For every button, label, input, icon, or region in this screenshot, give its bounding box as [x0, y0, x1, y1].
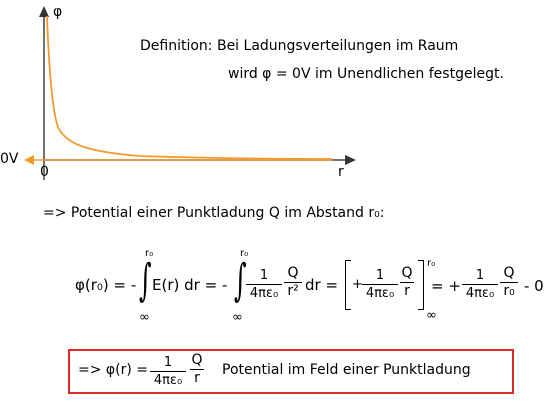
int2-frac-den: 4πε₀ — [249, 286, 279, 301]
origin-label: 0 — [40, 164, 49, 180]
bracket-r: r — [404, 283, 410, 299]
final-r0: r₀ — [503, 283, 515, 299]
potential-graph — [24, 6, 356, 180]
result-q: Q — [191, 352, 203, 368]
eq-plus: = + — [431, 277, 461, 295]
bracket-upper: r₀ — [427, 258, 436, 269]
result-frac-num: 1 — [163, 355, 173, 370]
int2-q-over-r2: Q r² — [284, 266, 302, 299]
result-frac-den: 4πε₀ — [153, 373, 183, 388]
result-q-over-r: Q r — [190, 353, 204, 386]
y-axis-label: φ — [53, 4, 63, 20]
int2-q: Q — [287, 265, 299, 281]
eq-lhs: φ(r₀) = - — [75, 276, 137, 294]
right-bracket — [418, 260, 424, 310]
bracket-frac-den: 4πε₀ — [365, 286, 395, 301]
result-box — [68, 349, 514, 394]
zero-volt-arrow — [24, 155, 34, 165]
result-fraction: 1 4πε₀ — [150, 355, 186, 388]
final-q: Q — [503, 265, 515, 281]
potential-curve — [46, 15, 333, 160]
bracket-q-over-r: Q r — [400, 266, 414, 299]
int2-r2: r² — [287, 283, 299, 299]
zero-volt-label: 0V — [0, 151, 19, 167]
y-axis-arrow — [39, 6, 49, 17]
int2-sign: ∫ — [234, 255, 247, 306]
point-charge-heading: => Potential einer Punktladung Q im Abst… — [43, 205, 385, 221]
definition-line-1: Definition: Bei Ladungsverteilungen im R… — [140, 38, 459, 54]
x-axis-label: r — [338, 164, 344, 180]
int1-upper: r₀ — [145, 248, 154, 259]
eq-minus-zero: - 0 — [524, 277, 544, 295]
bracket-lower: ∞ — [426, 308, 437, 323]
left-bracket — [345, 260, 351, 310]
int2-frac-num: 1 — [259, 268, 269, 283]
final-fraction: 1 4πε₀ — [462, 268, 498, 301]
int1-lower: ∞ — [139, 310, 150, 325]
x-axis-arrow — [345, 155, 356, 165]
int2-upper: r₀ — [240, 248, 249, 259]
definition-line-2: wird φ = 0V im Unendlichen festgelegt. — [228, 66, 504, 82]
bracket-plus: + — [352, 277, 363, 292]
bracket-q: Q — [401, 265, 413, 281]
final-frac-den: 4πε₀ — [465, 286, 495, 301]
bracket-frac-num: 1 — [375, 268, 385, 283]
result-text: Potential im Feld einer Punktladung — [222, 362, 471, 378]
bracket-fraction: 1 4πε₀ — [362, 268, 398, 301]
result-r: r — [194, 370, 200, 386]
final-frac-num: 1 — [475, 268, 485, 283]
int2-dr-eq: dr = — [305, 276, 339, 294]
int1-body: E(r) dr = - — [152, 276, 228, 294]
result-prefix: => φ(r) = — [78, 362, 149, 378]
int1-sign: ∫ — [139, 255, 152, 306]
final-q-over-r0: Q r₀ — [500, 266, 518, 299]
int2-lower: ∞ — [232, 310, 243, 325]
int2-fraction: 1 4πε₀ — [246, 268, 282, 301]
